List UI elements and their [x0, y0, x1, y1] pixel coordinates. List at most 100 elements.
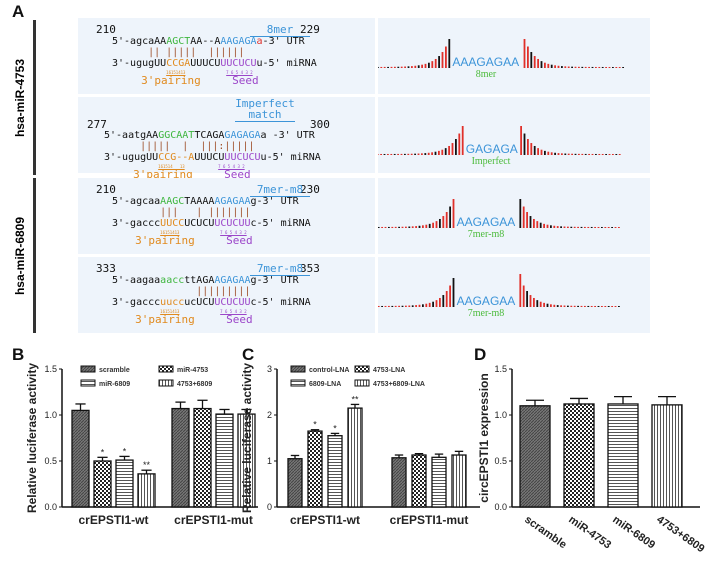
y-tick-label: 0.5 [494, 456, 507, 466]
conservation-bar [604, 226, 607, 228]
conservation-bar [611, 226, 613, 228]
conservation-bar [434, 58, 437, 68]
y-tick-label: 1.0 [494, 410, 507, 420]
conservation-bar [533, 56, 536, 68]
conservation-bar [435, 221, 438, 228]
conservation-bar [455, 139, 457, 155]
significance-marker: * [101, 447, 105, 457]
conservation-bar [522, 285, 525, 307]
motif-sequence: AAAGAGAA [452, 55, 520, 69]
utr-segment: AAGAGA [220, 36, 257, 47]
conservation-bar [608, 66, 611, 68]
seed-positions: 7 6 5 4 3 2 [218, 164, 245, 169]
site-type-label: match [235, 109, 295, 122]
site-alignment-box [78, 178, 375, 254]
mirna-sequence: 3'-gacccuuccucUCUUCUCUUc-5' miRNA [112, 297, 311, 309]
x-category-label: 4753+6809 [654, 514, 706, 556]
conservation-bar [553, 225, 556, 228]
conservation-bar [561, 153, 563, 155]
conservation-bar [381, 305, 383, 307]
conservation-bar [378, 305, 380, 307]
conservation-bar [422, 225, 424, 228]
conservation-bar [580, 305, 583, 307]
utr-segment: a [256, 36, 263, 47]
start-position: 210 [96, 183, 116, 196]
conservation-bar [527, 46, 529, 68]
site-type-label: Imperfect [235, 97, 295, 110]
mirna-segment: UUCUCU [224, 152, 261, 163]
bar [327, 435, 343, 508]
conservation-bar [577, 305, 579, 307]
conservation-bar [414, 65, 417, 68]
conservation-bar [414, 153, 416, 155]
conservation-bar [587, 305, 590, 307]
utr-segment: AAGC [160, 196, 185, 207]
legend-label: miR-6809 [99, 381, 130, 388]
conservation-bar [570, 305, 573, 307]
utr-segment: 5'-agcaa [112, 196, 161, 207]
conservation-bar [539, 222, 542, 228]
mirna-segment: 3'-gaccc [112, 218, 161, 229]
conservation-bar [522, 206, 525, 228]
conservation-bar [584, 153, 587, 155]
site-conservation-box [378, 178, 650, 254]
site-type-label: 8mer [250, 24, 310, 37]
conservation-bar [570, 226, 573, 228]
motif-sequence: GAGAGA [465, 142, 518, 156]
conservation-bar [557, 65, 560, 68]
conservation-bar [394, 66, 396, 68]
conservation-bar [378, 226, 380, 228]
conservation-bar [400, 66, 403, 68]
seed-label: Seed [232, 74, 259, 87]
y-tick-label: 1.5 [494, 364, 507, 374]
conservation-bar [387, 66, 389, 68]
conservation-bar [391, 305, 394, 307]
conservation-bar [384, 226, 387, 228]
conservation-bar [612, 153, 614, 155]
conservation-bar [432, 222, 434, 228]
conservation-bar [598, 153, 601, 155]
conservation-bar [434, 151, 437, 155]
conservation-bar [410, 153, 413, 155]
mirna-sequence: 3'-ugugUUCCGAUUUCUUUCUCUu-5' miRNA [112, 58, 317, 70]
conservation-bar [428, 62, 430, 68]
conservation-bar [581, 153, 584, 155]
conservation-bar [441, 149, 444, 155]
conservation-bar [448, 39, 451, 68]
conservation-bar [388, 226, 390, 228]
x-category-label: miR-4753 [566, 514, 613, 552]
conservation-bar [614, 226, 617, 228]
conservation-bar [452, 278, 455, 307]
conservation-bar [527, 139, 529, 155]
pairing-lines: ||||||||| [112, 286, 251, 297]
legend-label: control-LNA [309, 367, 349, 374]
conservation-bar [557, 153, 560, 155]
mirna-segment: u-5' miRNA [256, 58, 317, 69]
conservation-bar [594, 305, 596, 307]
utr-segment: g-3' UTR [250, 275, 299, 286]
conservation-bar [387, 153, 389, 155]
panel-label-b: B [12, 345, 25, 364]
pairing-label: 3'pairing [135, 313, 195, 326]
site-conservation-box [378, 257, 650, 333]
mirna-segment: UCUCUU [214, 297, 251, 308]
end-position: 230 [300, 183, 320, 196]
utr-segment: GGCAAT [158, 130, 195, 141]
conservation-bar [543, 223, 545, 228]
conservation-bar [428, 302, 431, 307]
conservation-bar [590, 305, 593, 307]
pairing-lines: ||| | ||||||| [112, 207, 251, 218]
conservation-bar [574, 66, 577, 68]
utr-segment: TCAGA [194, 130, 225, 141]
conservation-bar [397, 66, 400, 68]
conservation-bar [418, 304, 421, 307]
conservation-bar [520, 126, 522, 155]
group-bracket [33, 20, 36, 175]
utr-segment: AGAGAA [214, 275, 251, 286]
y-tick-label: 1.5 [44, 364, 57, 374]
mirna-segment: UUCUCU [220, 58, 257, 69]
conservation-bar [567, 153, 570, 155]
conservation-bar [444, 148, 447, 155]
bar [237, 413, 256, 508]
legend-label: scramble [99, 367, 130, 374]
